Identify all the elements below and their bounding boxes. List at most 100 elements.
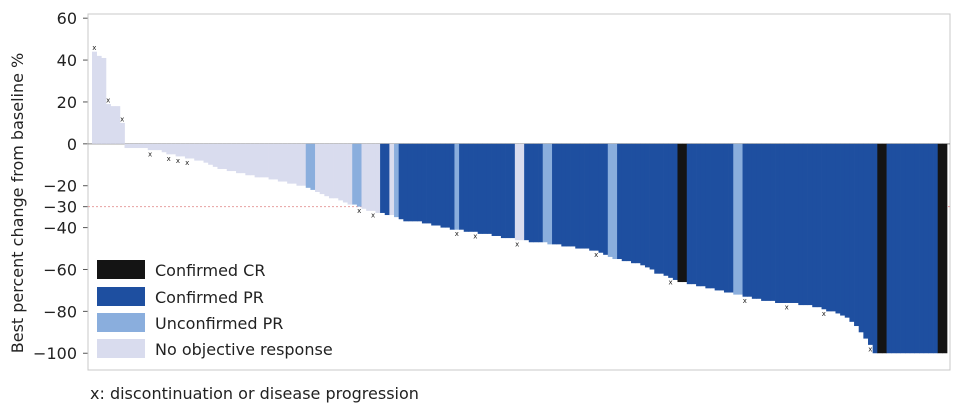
- bar: [342, 143, 348, 203]
- bar: [789, 143, 795, 303]
- bar: [826, 143, 832, 312]
- bar: [236, 143, 242, 174]
- bar: [700, 143, 706, 287]
- bar: [222, 143, 228, 169]
- bar: [835, 143, 841, 314]
- bar: [231, 143, 237, 172]
- bar: [440, 143, 446, 228]
- bar: [296, 143, 302, 186]
- y-tick-label: −20: [43, 177, 77, 196]
- discontinuation-marker: x: [473, 232, 477, 240]
- bar: [751, 143, 757, 299]
- bar: [877, 143, 883, 354]
- bar: [779, 143, 785, 303]
- bar: [310, 143, 316, 190]
- bar: [914, 143, 920, 354]
- bar: [482, 143, 488, 234]
- bar: [324, 143, 330, 197]
- bar: [315, 143, 321, 192]
- bar: [333, 143, 339, 199]
- bar: [189, 143, 195, 159]
- bar: [937, 143, 943, 354]
- bar: [728, 143, 734, 293]
- bar: [426, 143, 432, 224]
- bar: [459, 143, 465, 230]
- bar: [180, 143, 186, 157]
- bar: [677, 143, 683, 283]
- bar: [96, 55, 102, 144]
- bar: [802, 143, 808, 306]
- bar: [347, 143, 353, 205]
- bar: [110, 106, 116, 144]
- bar: [552, 143, 558, 245]
- bar: [254, 143, 260, 178]
- bar: [682, 143, 688, 283]
- bar: [398, 143, 404, 220]
- bar: [249, 143, 255, 176]
- bar: [761, 143, 767, 301]
- discontinuation-marker: x: [515, 241, 519, 249]
- bar: [328, 143, 334, 199]
- bar: [854, 143, 860, 327]
- bar: [129, 143, 135, 149]
- bar: [226, 143, 232, 172]
- bar: [863, 143, 869, 339]
- bar: [338, 143, 344, 201]
- bar: [840, 143, 846, 316]
- discontinuation-marker: x: [668, 278, 672, 286]
- bar: [138, 143, 144, 149]
- bar: [157, 143, 163, 151]
- bar: [287, 143, 293, 184]
- bar: [872, 143, 878, 354]
- legend-label: Confirmed CR: [155, 261, 265, 280]
- discontinuation-marker: x: [868, 345, 872, 353]
- bar: [710, 143, 716, 289]
- y-tick-label: 0: [67, 135, 77, 154]
- bar: [933, 143, 939, 354]
- bar: [654, 143, 660, 274]
- bar: [473, 143, 479, 232]
- bar: [598, 143, 604, 253]
- discontinuation-marker: x: [148, 151, 152, 159]
- bar: [263, 143, 269, 178]
- bar: [849, 143, 855, 322]
- bar: [905, 143, 911, 354]
- legend-label: Unconfirmed PR: [155, 314, 283, 333]
- bar: [765, 143, 771, 301]
- bar: [635, 143, 641, 264]
- bar: [389, 143, 395, 216]
- bar: [626, 143, 632, 262]
- bar: [468, 143, 474, 232]
- bar: [245, 143, 251, 176]
- bar: [240, 143, 246, 174]
- y-tick-label: −30: [43, 198, 77, 217]
- bar: [500, 143, 506, 239]
- bar: [686, 143, 692, 285]
- y-tick-label: 20: [57, 93, 77, 112]
- bar: [705, 143, 711, 289]
- bar: [203, 143, 209, 163]
- bar: [538, 143, 544, 243]
- bar: [812, 143, 818, 308]
- legend-swatch: [97, 339, 145, 358]
- bar: [170, 143, 176, 155]
- bar: [561, 143, 567, 247]
- bar: [282, 143, 288, 182]
- bar: [273, 143, 279, 180]
- bar: [407, 143, 413, 222]
- bar: [291, 143, 297, 184]
- bar: [830, 143, 836, 312]
- bar: [821, 143, 827, 310]
- bar: [305, 143, 311, 188]
- bar: [881, 143, 887, 354]
- bar: [375, 143, 381, 213]
- y-tick-label: 60: [57, 9, 77, 28]
- bar: [259, 143, 265, 178]
- bar: [449, 143, 455, 230]
- bar: [793, 143, 799, 303]
- bar: [807, 143, 813, 306]
- bar: [798, 143, 804, 306]
- bar: [603, 143, 609, 255]
- bar: [101, 57, 107, 144]
